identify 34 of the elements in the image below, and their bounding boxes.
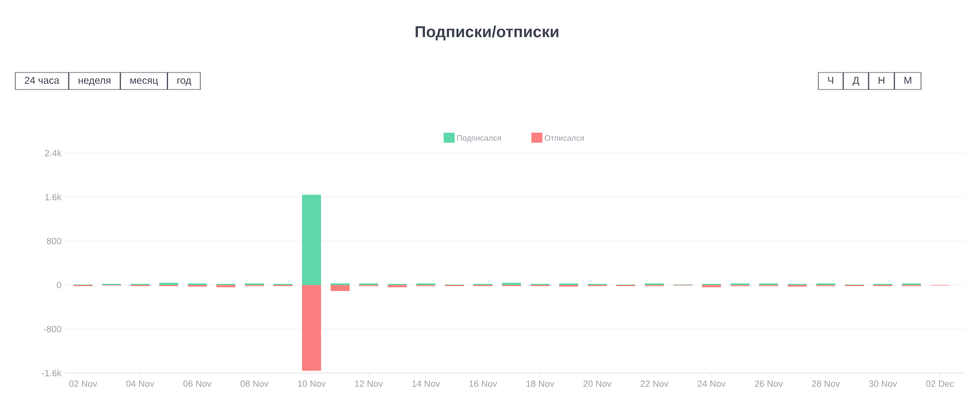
x-tick-label: 04 Nov: [126, 380, 154, 387]
text: Ч: [828, 76, 834, 84]
y-tick-label: 800: [46, 238, 62, 244]
bar: [302, 285, 322, 371]
x-tick-label: 08 Nov: [240, 380, 269, 387]
x-tick-label: 10 Nov: [298, 380, 326, 387]
text: Д: [852, 76, 860, 86]
text: Н: [878, 76, 884, 84]
x-tick-label: 02 Dec: [926, 380, 954, 387]
x-tick-label: 24 Nov: [698, 380, 726, 387]
x-tick-label: 16 Nov: [469, 380, 498, 387]
x-tick-label: 30 Nov: [869, 380, 898, 387]
x-tick-label: 14 Nov: [412, 380, 440, 387]
text: 24 часа: [24, 76, 60, 84]
chart-title: Подписки/отписки: [416, 26, 558, 40]
x-tick-label: 02 Nov: [69, 380, 98, 387]
text: неделя: [78, 78, 110, 86]
text: М: [904, 76, 912, 84]
x-tick-label: 26 Nov: [754, 380, 783, 387]
bar: [302, 194, 322, 285]
x-tick-label: 20 Nov: [583, 380, 612, 387]
x-tick-label: 22 Nov: [640, 380, 669, 387]
x-tick-label: 18 Nov: [526, 380, 554, 387]
y-tick-label: 2.4k: [44, 150, 62, 156]
x-tick-label: 06 Nov: [183, 380, 212, 387]
y-tick-label: -800: [44, 326, 62, 332]
y-tick-label: 0: [56, 282, 62, 288]
y-tick-label: -1.6k: [42, 370, 62, 376]
x-tick-label: 28 Nov: [812, 380, 840, 387]
text: месяц: [130, 78, 158, 86]
x-tick-label: 12 Nov: [355, 380, 383, 387]
text: год: [177, 78, 192, 86]
y-tick-label: 1.6k: [45, 194, 62, 200]
bar: [330, 285, 350, 292]
